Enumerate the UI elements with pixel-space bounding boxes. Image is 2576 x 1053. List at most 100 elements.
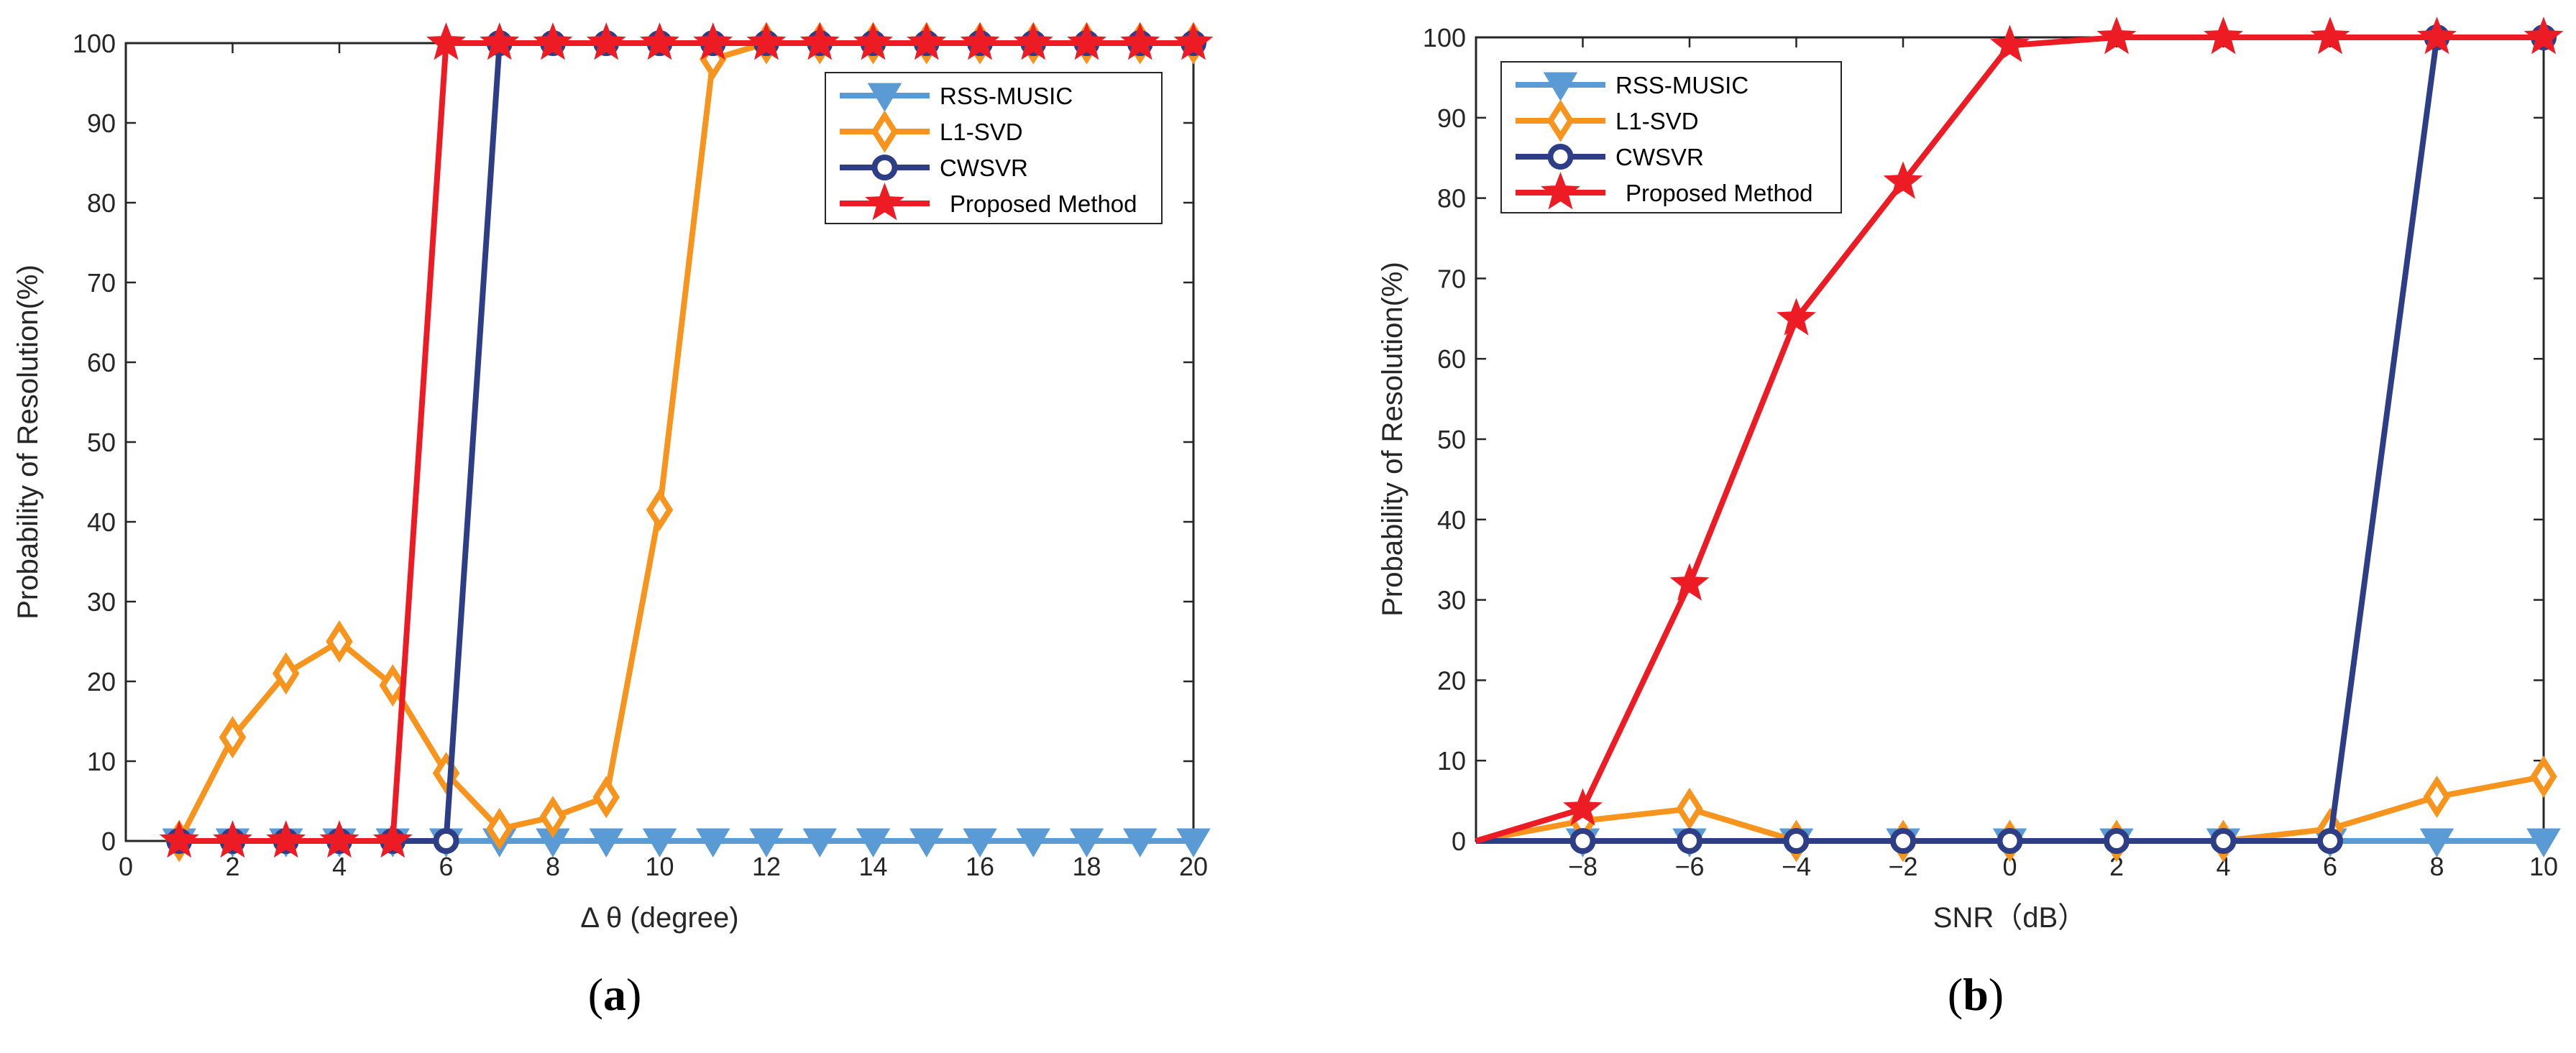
data-point-marker bbox=[2524, 17, 2564, 55]
data-point-marker bbox=[856, 828, 891, 857]
legend-marker bbox=[867, 83, 902, 112]
x-tick-label: 8 bbox=[2429, 852, 2444, 881]
y-tick-label: 60 bbox=[1437, 344, 1466, 374]
x-tick-label: 0 bbox=[119, 852, 133, 881]
legend-entry-label: RSS-MUSIC bbox=[1615, 72, 1748, 98]
data-point-marker bbox=[213, 820, 252, 858]
legend-entry-label: L1-SVD bbox=[940, 119, 1023, 145]
y-tick-label: 100 bbox=[1423, 23, 1466, 52]
y-tick-label: 20 bbox=[87, 667, 116, 696]
y-tick-label: 60 bbox=[87, 348, 116, 377]
legend-marker bbox=[1546, 99, 1575, 142]
data-point-marker bbox=[1016, 828, 1050, 857]
data-point-marker bbox=[642, 828, 677, 857]
data-point-marker bbox=[2526, 828, 2561, 857]
legend-entry-label: CWSVR bbox=[940, 155, 1028, 181]
data-point-marker bbox=[592, 776, 620, 819]
data-point-marker bbox=[2204, 17, 2243, 55]
data-point-marker bbox=[746, 22, 787, 60]
data-point-marker bbox=[2096, 17, 2137, 55]
data-point-marker bbox=[159, 820, 199, 858]
data-point-marker bbox=[266, 820, 306, 858]
data-point-marker bbox=[640, 22, 679, 60]
x-tick-label: 2 bbox=[225, 852, 239, 881]
legend: RSS-MUSIC L1-SVD CWSVR Proposed Method bbox=[825, 72, 1163, 224]
data-point-marker bbox=[2317, 828, 2343, 854]
data-point-marker bbox=[433, 828, 459, 854]
y-tick-label: 20 bbox=[1437, 666, 1466, 695]
legend-entry-label: RSS-MUSIC bbox=[940, 83, 1073, 109]
data-point-marker bbox=[426, 22, 466, 60]
data-point-marker bbox=[1990, 24, 2030, 63]
y-axis-label: Probability of Resolution(%) bbox=[12, 265, 44, 620]
data-point-marker bbox=[2310, 17, 2350, 55]
subfigure-caption: (b) bbox=[1948, 969, 2004, 1020]
data-point-marker bbox=[372, 820, 413, 858]
data-point-marker bbox=[326, 620, 353, 663]
data-point-marker bbox=[802, 828, 837, 857]
data-point-marker bbox=[646, 488, 674, 531]
y-tick-label: 30 bbox=[87, 587, 116, 617]
y-tick-label: 40 bbox=[87, 507, 116, 537]
x-tick-label: 6 bbox=[439, 852, 453, 881]
y-tick-label: 80 bbox=[1437, 184, 1466, 213]
data-point-marker bbox=[1013, 22, 1053, 60]
data-point-marker bbox=[907, 22, 947, 60]
legend-marker bbox=[1547, 144, 1574, 170]
data-point-marker bbox=[1067, 22, 1106, 60]
data-point-marker bbox=[1997, 828, 2023, 854]
y-tick-label: 10 bbox=[1437, 746, 1466, 776]
data-point-marker bbox=[319, 820, 359, 858]
data-point-marker bbox=[1777, 298, 1816, 336]
legend-entry-label: Proposed Method bbox=[1626, 180, 1813, 206]
data-point-marker bbox=[1677, 828, 1702, 854]
data-point-marker bbox=[480, 22, 520, 60]
y-tick-label: 70 bbox=[87, 268, 116, 298]
y-tick-label: 80 bbox=[87, 188, 116, 218]
data-point-marker bbox=[693, 22, 733, 60]
series-proposed-method bbox=[159, 22, 1214, 858]
data-point-marker bbox=[1120, 22, 1160, 60]
data-point-marker bbox=[1676, 787, 1703, 830]
data-point-marker bbox=[2104, 828, 2130, 854]
data-point-marker bbox=[749, 828, 784, 857]
data-point-marker bbox=[1783, 828, 1810, 854]
data-point-marker bbox=[1890, 828, 1916, 854]
y-tick-label: 70 bbox=[1437, 264, 1466, 293]
legend-entry-label: CWSVR bbox=[1615, 144, 1704, 170]
data-point-marker bbox=[696, 828, 730, 857]
data-point-marker bbox=[1883, 161, 1923, 199]
data-point-marker bbox=[2423, 776, 2451, 818]
data-point-marker bbox=[853, 22, 893, 60]
data-point-marker bbox=[799, 22, 840, 60]
series-proposed-method bbox=[1475, 17, 2564, 844]
legend-marker bbox=[1543, 72, 1578, 101]
y-tick-label: 100 bbox=[73, 29, 116, 58]
legend: RSS-MUSIC L1-SVD CWSVR Proposed Method bbox=[1500, 61, 1842, 213]
y-tick-label: 0 bbox=[1452, 827, 1466, 856]
legend-marker bbox=[871, 110, 899, 153]
data-point-marker bbox=[2417, 17, 2457, 55]
data-point-marker bbox=[539, 796, 567, 839]
y-axis-label: Probability of Resolution(%) bbox=[1377, 262, 1408, 617]
data-point-marker bbox=[2210, 828, 2237, 854]
data-point-marker bbox=[272, 652, 300, 695]
legend-marker bbox=[1541, 172, 1580, 210]
x-tick-label: 6 bbox=[2323, 852, 2337, 881]
data-point-marker bbox=[1669, 563, 1710, 601]
y-tick-label: 50 bbox=[1437, 425, 1466, 454]
x-tick-label: 0 bbox=[2002, 852, 2017, 881]
data-point-marker bbox=[1069, 828, 1104, 857]
data-point-marker bbox=[960, 22, 1000, 60]
data-point-marker bbox=[219, 716, 247, 759]
y-tick-label: 0 bbox=[101, 827, 116, 856]
data-point-marker bbox=[533, 22, 573, 60]
data-point-marker bbox=[909, 828, 944, 857]
data-point-marker bbox=[1569, 828, 1596, 854]
data-point-marker bbox=[2530, 755, 2557, 799]
x-axis-label: SNR（dB） bbox=[1933, 902, 2086, 934]
x-axis-label: Δ θ (degree) bbox=[580, 902, 738, 934]
